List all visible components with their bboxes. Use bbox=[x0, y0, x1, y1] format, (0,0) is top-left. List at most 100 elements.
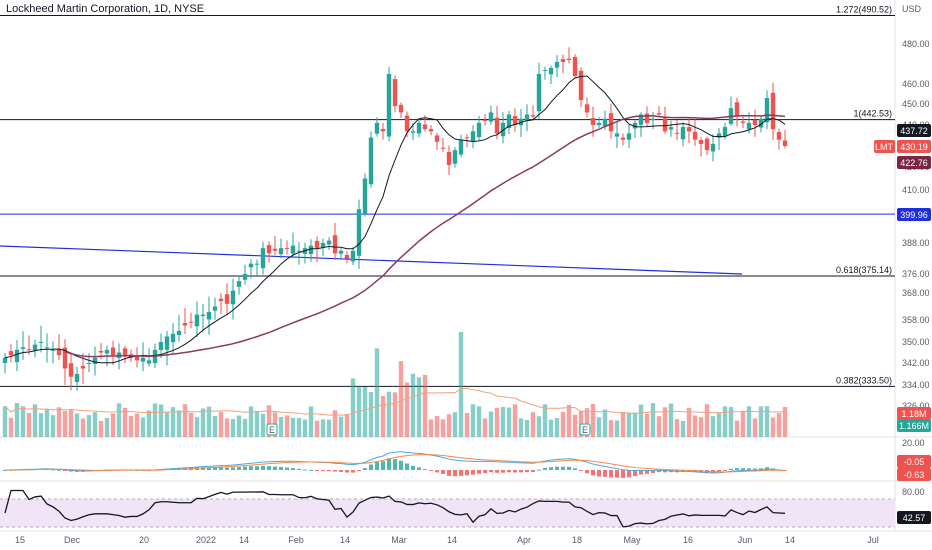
volume-bar bbox=[236, 415, 242, 437]
volume-group bbox=[2, 332, 788, 437]
volume-bar bbox=[584, 408, 590, 437]
volume-bar bbox=[764, 406, 770, 437]
macd-hist-bar bbox=[57, 469, 61, 471]
macd-hist-bar bbox=[291, 468, 295, 470]
candle-body bbox=[368, 137, 374, 185]
volume-bar bbox=[134, 413, 140, 437]
volume-bar bbox=[86, 415, 92, 437]
earnings-marker-label: E bbox=[582, 425, 588, 435]
candle-body bbox=[422, 124, 428, 130]
macd-hist-bar bbox=[363, 468, 367, 470]
macd-tag-hist: -0.05 bbox=[904, 457, 925, 467]
volume-tag-ma: 1.18M bbox=[901, 409, 926, 419]
date-tick-label: Feb bbox=[288, 535, 304, 545]
price-tick-label: 410.00 bbox=[902, 185, 930, 195]
volume-bar bbox=[242, 418, 248, 437]
candle-body bbox=[20, 347, 26, 349]
ma-slow-line bbox=[64, 114, 786, 358]
candle-body bbox=[458, 139, 464, 155]
candle-body bbox=[578, 70, 584, 100]
volume-bar bbox=[572, 414, 578, 437]
macd-hist-bar bbox=[651, 470, 655, 474]
price-tick-label: 358.00 bbox=[902, 315, 930, 325]
candle-body bbox=[734, 102, 740, 117]
date-tick-label: 15 bbox=[15, 535, 25, 545]
price-tag-current-bg bbox=[897, 140, 931, 153]
volume-bar bbox=[110, 413, 116, 437]
candle-body bbox=[170, 333, 176, 343]
volume-bar bbox=[182, 404, 188, 437]
date-tick-label: Dec bbox=[64, 535, 81, 545]
candle-body bbox=[296, 250, 302, 252]
volume-bar bbox=[326, 419, 332, 437]
ticker-tag: LMT bbox=[875, 142, 894, 152]
volume-bar bbox=[260, 413, 266, 437]
macd-hist-bar bbox=[639, 470, 643, 475]
candle-body bbox=[314, 240, 320, 249]
volume-bar bbox=[320, 419, 326, 437]
candle-body bbox=[362, 178, 368, 215]
rsi-tick-label: 80.00 bbox=[902, 487, 925, 497]
candle-body bbox=[692, 131, 698, 140]
macd-hist-bar bbox=[615, 470, 619, 478]
price-tick-label: 342.00 bbox=[902, 358, 930, 368]
volume-bar bbox=[2, 406, 8, 437]
macd-hist-bar bbox=[333, 470, 337, 472]
macd-hist-bar bbox=[627, 470, 631, 478]
volume-bar bbox=[146, 410, 152, 437]
fib-level-label: 0.382(333.50) bbox=[836, 375, 892, 385]
volume-bar bbox=[548, 419, 554, 437]
date-tick-label: 14 bbox=[239, 535, 249, 545]
volume-bar bbox=[200, 408, 206, 437]
candle-body bbox=[674, 132, 680, 134]
volume-bar bbox=[506, 407, 512, 437]
macd-hist-bar bbox=[501, 470, 505, 473]
earnings-marker bbox=[266, 423, 278, 436]
volume-bar bbox=[752, 418, 758, 437]
macd-hist-bar bbox=[249, 466, 253, 470]
candle-body bbox=[770, 92, 776, 130]
candle-body bbox=[548, 68, 554, 75]
volume-bar bbox=[50, 415, 56, 437]
volume-bar bbox=[488, 411, 494, 437]
volume-bar bbox=[608, 420, 614, 437]
candle-body bbox=[272, 248, 278, 251]
candle-body bbox=[134, 355, 140, 361]
volume-bar bbox=[452, 412, 458, 437]
date-tick-label: 14 bbox=[785, 535, 795, 545]
volume-bar bbox=[128, 415, 134, 437]
macd-hist-bar bbox=[219, 467, 223, 470]
date-tick-label: May bbox=[623, 535, 641, 545]
macd-hist-bar bbox=[645, 470, 649, 474]
candle-body bbox=[344, 255, 350, 259]
volume-bar bbox=[416, 377, 422, 437]
volume-bar bbox=[284, 415, 290, 437]
candle-body bbox=[476, 122, 482, 138]
macd-hist-bar bbox=[585, 470, 589, 474]
macd-hist-bar bbox=[237, 466, 241, 470]
candle-body bbox=[146, 360, 152, 364]
candle-body bbox=[536, 74, 542, 112]
volume-bar bbox=[686, 407, 692, 437]
volume-bar bbox=[704, 404, 710, 437]
macd-hist-bar bbox=[489, 470, 493, 473]
macd-tag-hist-bg bbox=[897, 455, 931, 468]
macd-hist-bar bbox=[339, 470, 343, 472]
volume-bar bbox=[404, 382, 410, 437]
macd-tick-label: 20.00 bbox=[902, 438, 925, 448]
macd-hist-bar bbox=[441, 470, 445, 474]
volume-bar bbox=[194, 417, 200, 437]
candle-body bbox=[68, 363, 74, 377]
macd-hist-bar bbox=[525, 470, 529, 473]
volume-bar bbox=[536, 416, 542, 437]
macd-hist-bar bbox=[753, 468, 757, 470]
price-tick-label: 350.00 bbox=[902, 337, 930, 347]
macd-hist-bar bbox=[597, 470, 601, 477]
candle-body bbox=[428, 129, 434, 132]
price-tick-label: 376.00 bbox=[902, 269, 930, 279]
volume-bar bbox=[470, 404, 476, 437]
candle-body bbox=[200, 314, 206, 316]
macd-hist-bar bbox=[447, 470, 451, 476]
macd-hist-bar bbox=[621, 470, 625, 478]
